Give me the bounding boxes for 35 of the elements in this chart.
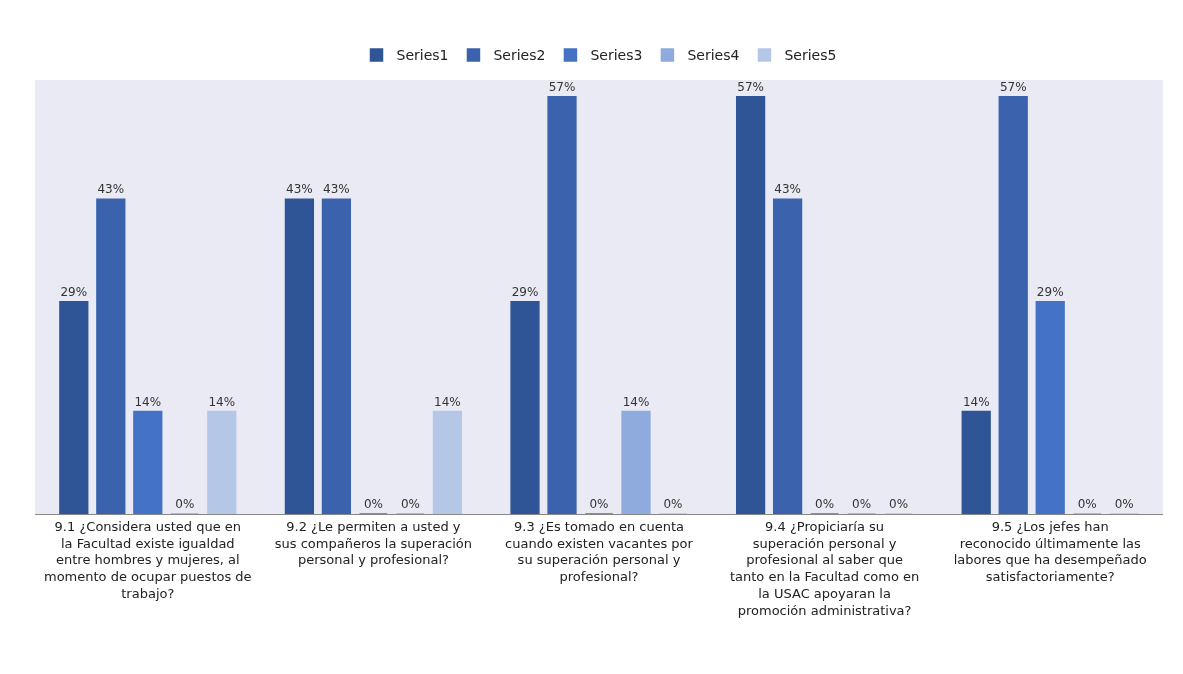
data-label: 14%: [434, 394, 461, 409]
data-label: 43%: [774, 182, 801, 197]
x-tick-label: 9.1 ¿Considera usted que en la Facultad existe igualdad entre hombres y mujeres, al momento de ocupar puestos de trabajo?: [44, 518, 252, 602]
data-label: 14%: [962, 394, 990, 409]
data-label: 0%: [663, 497, 683, 511]
data-label: 0%: [1114, 497, 1134, 511]
data-label: 29%: [60, 284, 88, 299]
legend-label: Series1: [396, 47, 449, 64]
data-label: 14%: [208, 394, 236, 409]
x-tick-label: 9.3 ¿Es tomado en cuenta cuando existen vacantes por su superación personal y profesional?: [505, 518, 694, 585]
data-label: 0%: [1077, 497, 1097, 511]
data-label: 29%: [511, 284, 539, 299]
data-label: 0%: [815, 497, 835, 511]
data-label: 0%: [363, 497, 383, 511]
data-label: 43%: [286, 182, 313, 197]
data-label: 57%: [999, 79, 1027, 94]
data-label: 0%: [175, 497, 195, 511]
data-label: 43%: [97, 182, 125, 197]
x-tick-label: 9.5 ¿Los jefes han reconocido últimamente las labores que ha desempeñado satisfactoriamente?: [953, 518, 1147, 585]
legend-label: Series5: [784, 47, 837, 64]
x-tick-label: 9.2 ¿Le permiten a usted y sus compañeros la superación personal y profesional?: [274, 518, 473, 568]
data-label: 43%: [323, 182, 350, 197]
data-label: 14%: [622, 394, 650, 409]
x-tick-label: 9.4 ¿Propiciaría su superación personal y profesional al saber que tanto en la Facultad como en la USAC apoyaran la promoción administrativa?: [729, 518, 920, 619]
data-label: 57%: [737, 79, 764, 94]
data-label: 0%: [400, 497, 420, 511]
data-label: 0%: [889, 497, 909, 511]
data-label: 57%: [548, 79, 576, 94]
legend-label: Series3: [590, 47, 643, 64]
data-label: 29%: [1036, 284, 1064, 299]
legend-label: Series4: [687, 47, 740, 64]
data-label: 0%: [852, 497, 872, 511]
data-label: 14%: [134, 394, 162, 409]
legend-label: Series2: [493, 47, 546, 64]
data-label: 0%: [589, 497, 609, 511]
